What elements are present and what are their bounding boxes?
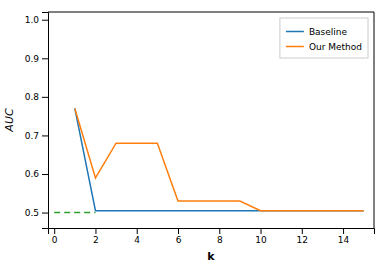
tick: 0.6 [25, 169, 48, 179]
tick-label: 2 [93, 235, 99, 245]
legend-swatch [286, 46, 304, 48]
tick: 0.8 [25, 92, 48, 102]
series-line [75, 108, 364, 210]
tick-mark [137, 228, 138, 234]
plot: 0 2 4 6 8 10 12 14 0.5 0.6 0.7 0.8 0.9 1.0 Baseline Our… [25, 12, 375, 245]
y-axis: 0.5 0.6 0.7 0.8 0.9 1.0 [25, 13, 49, 229]
tick-mark [42, 135, 48, 136]
frame [48, 12, 374, 13]
tick: 2 [93, 228, 99, 245]
tick-mark [54, 228, 55, 234]
tick-label: 0.5 [25, 208, 39, 218]
tick-label: 0.8 [25, 92, 40, 102]
tick-mark [302, 228, 303, 234]
tick-label: 12 [297, 235, 308, 245]
legend-swatch [286, 31, 304, 33]
tick: 4 [134, 228, 140, 245]
tick-label: 0 [52, 235, 58, 245]
reference-line [54, 212, 95, 214]
series-line [75, 108, 364, 210]
tick: 0.9 [25, 54, 48, 64]
tick-label: 10 [255, 235, 267, 245]
tick: 10 [255, 228, 267, 245]
chart: 0 2 4 6 8 10 12 14 0.5 0.6 0.7 0.8 0.9 1.0 Baseline Our… [0, 0, 386, 266]
tick: 12 [297, 228, 308, 245]
tick-mark [178, 228, 179, 234]
axis-line [49, 229, 375, 235]
frame [374, 12, 375, 228]
tick-label: 8 [217, 235, 223, 245]
tick-mark [343, 228, 344, 234]
tick: 0.5 [25, 208, 48, 218]
legend-label: Baseline [309, 27, 348, 37]
axis-line [42, 13, 49, 229]
tick-label: 0.9 [25, 54, 40, 64]
tick-mark [42, 58, 48, 59]
legend-box [280, 18, 368, 58]
series-group [54, 108, 363, 212]
tick-mark [95, 228, 96, 234]
tick-mark [42, 20, 48, 21]
tick-label: 14 [338, 235, 350, 245]
tick-mark [42, 174, 48, 175]
tick: 0.7 [25, 131, 48, 141]
tick: 0 [52, 228, 58, 245]
legend: Baseline Our Method [280, 18, 368, 58]
tick-mark [42, 213, 48, 214]
tick-label: 4 [134, 235, 140, 245]
tick: 6 [176, 228, 182, 245]
tick: 14 [338, 228, 350, 245]
tick-label: 0.7 [25, 131, 39, 141]
tick-label: 1.0 [25, 15, 40, 25]
y-axis-title: AUC [3, 108, 16, 133]
tick: 8 [217, 228, 223, 245]
tick-mark [219, 228, 220, 234]
tick-label: 6 [176, 235, 182, 245]
legend-label: Our Method [309, 42, 362, 52]
x-axis-title: k [207, 250, 215, 263]
tick-mark [261, 228, 262, 234]
tick-label: 0.6 [25, 169, 40, 179]
x-axis: 0 2 4 6 8 10 12 14 [49, 228, 375, 245]
tick-mark [42, 97, 48, 98]
tick: 1.0 [25, 15, 48, 25]
